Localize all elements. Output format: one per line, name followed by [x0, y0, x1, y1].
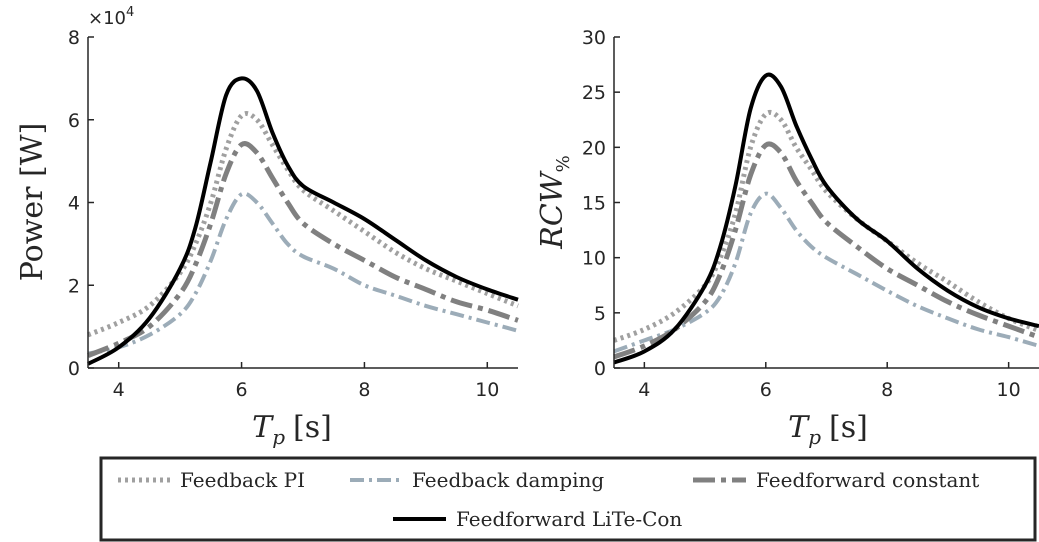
x-tick-label: 4	[638, 379, 650, 401]
y-tick-label: 10	[582, 248, 606, 270]
x-tick-label: 8	[881, 379, 893, 401]
y-multiplier: ×104	[88, 5, 134, 29]
legend-label-feedback-pi: Feedback PI	[180, 468, 305, 492]
power-xlabel: Tp [s]	[252, 410, 332, 449]
y-tick-label: 4	[68, 193, 80, 215]
legend-label-feedforward-litecon: Feedforward LiTe-Con	[456, 507, 682, 531]
y-tick-label: 30	[582, 27, 606, 49]
x-tick-label: 10	[475, 379, 499, 401]
y-tick-label: 0	[68, 358, 80, 380]
legend: Feedback PI Feedback damping Feedforward…	[101, 458, 1035, 540]
rcw-ylabel: RCW%	[535, 155, 574, 250]
series-line-feedforward-lite-con	[614, 75, 1039, 363]
x-tick-label: 10	[997, 379, 1021, 401]
legend-label-feedforward-constant: Feedforward constant	[756, 468, 979, 492]
power-chart: 0 2 4 6 8 4 6 8 10	[68, 27, 518, 401]
rcw-xlabel: Tp [s]	[788, 410, 868, 449]
y-tick-label: 25	[582, 82, 606, 104]
y-tick-label: 8	[68, 27, 80, 49]
y-tick-label: 20	[582, 137, 606, 159]
legend-label-feedback-damping: Feedback damping	[412, 468, 604, 492]
y-tick-label: 2	[68, 275, 80, 297]
series-line-feedforward-lite-con	[88, 78, 518, 364]
series-line-feedforward-constant	[88, 144, 518, 356]
x-tick-label: 6	[760, 379, 772, 401]
x-tick-label: 4	[113, 379, 125, 401]
y-tick-label: 0	[594, 358, 606, 380]
y-tick-label: 15	[582, 193, 606, 215]
y-tick-label: 5	[594, 303, 606, 325]
rcw-chart: 0 5 10 15 20 25 30 4 6 8 10	[582, 27, 1039, 401]
x-tick-label: 6	[236, 379, 248, 401]
y-tick-label: 6	[68, 110, 80, 132]
power-ylabel: Power [W]	[15, 123, 50, 282]
x-tick-label: 8	[358, 379, 370, 401]
